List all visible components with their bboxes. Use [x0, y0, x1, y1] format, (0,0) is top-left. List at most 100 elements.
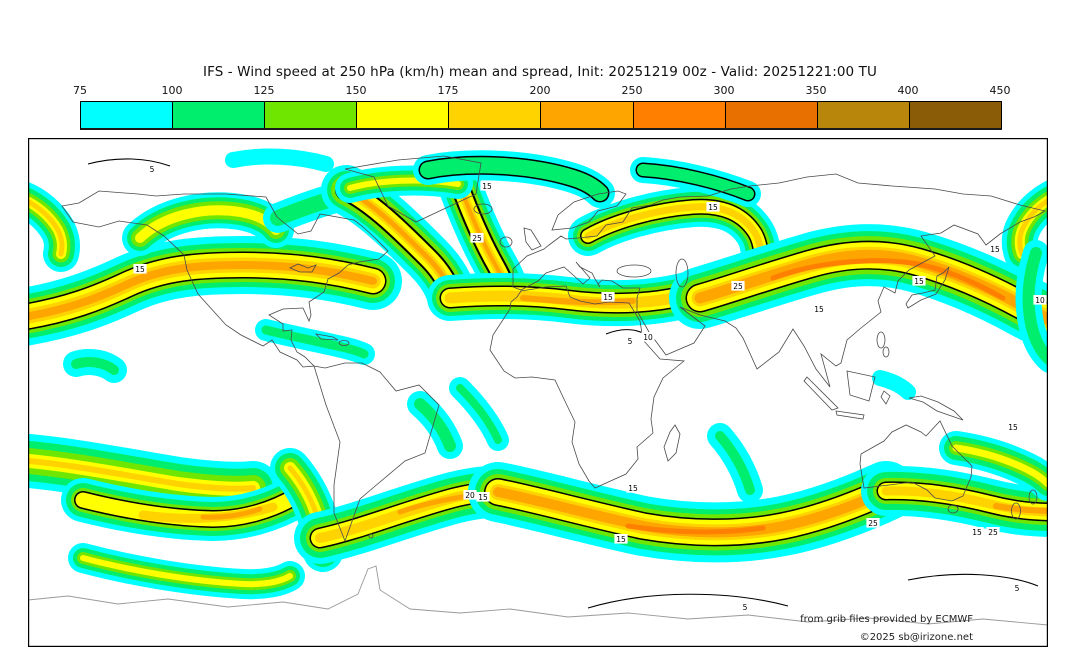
contour-label-box [1012, 583, 1022, 593]
map-container: 5 15 15 25 15 15 25 15 15 15 10 5 10 15 15 25 15 25 15 20 15… [28, 138, 1048, 647]
tropical-patch-caribbean [266, 330, 364, 354]
contour-label: 25 [472, 234, 482, 243]
contour-label: 25 [868, 519, 878, 528]
contour-label: 15 [1008, 423, 1018, 432]
contour-label: 25 [733, 282, 743, 291]
contour-label-box [986, 527, 1000, 537]
contour-label: 15 [972, 528, 982, 537]
coast-philippines-south [882, 346, 890, 358]
coast-scandinavia [551, 190, 627, 231]
coast-africa [489, 285, 686, 489]
contour-label-box [641, 332, 655, 342]
contour-label-box [740, 602, 750, 612]
credit-copyright: ©2025 sb@irizone.net [860, 632, 973, 643]
contour-label: 15 [478, 493, 488, 502]
colorbar-segment [909, 102, 1001, 128]
coast-south-america [313, 362, 440, 543]
contour-label: 15 [628, 484, 638, 493]
colorbar-ticks: 75 100 125 150 175 200 250 300 350 400 450 [73, 84, 1011, 98]
contour-label: 20 [465, 491, 475, 500]
colorbar-tick-label: 175 [437, 84, 459, 97]
contour-label-box [614, 534, 628, 544]
sh-band-south-pacific-low [83, 558, 290, 584]
coast-britain [523, 227, 542, 251]
contour-label-box [812, 304, 826, 314]
coast-new-zealand-south [1011, 502, 1021, 520]
coast-greenland [344, 155, 482, 223]
colorbar-segment [633, 102, 726, 128]
sh-jet-indian-ocean [498, 491, 886, 532]
colorbar-tick-label: 150 [345, 84, 367, 97]
colorbar-segment [81, 102, 174, 128]
coast-madagascar [663, 424, 681, 462]
contour-label: 5 [1015, 584, 1020, 593]
contour-label-box [912, 276, 926, 286]
colorbar-tick-label: 250 [621, 84, 643, 97]
contour-label-box [601, 292, 615, 302]
coast-philippines-north [876, 331, 886, 349]
contour-label: 15 [135, 265, 145, 274]
contour-label-box [970, 527, 984, 537]
contour-label-box [133, 264, 147, 274]
contour-label: 15 [616, 535, 626, 544]
colorbar-segment [817, 102, 910, 128]
contour-label: 10 [643, 333, 653, 342]
coast-cuba [314, 333, 339, 341]
tropical-patch-south-america-west [420, 404, 450, 446]
contour-label-box [470, 233, 484, 243]
contour-label-box [476, 492, 490, 502]
colorbar-tick-label: 350 [805, 84, 827, 97]
contour-label: 15 [990, 245, 1000, 254]
contour-label-box [731, 281, 745, 291]
coast-australia [859, 420, 973, 502]
contour-label: 15 [814, 305, 824, 314]
colorbar-tick-label: 100 [161, 84, 183, 97]
coastlines [28, 155, 1048, 626]
coast-hispaniola [338, 340, 350, 346]
colorbar-segment [265, 102, 358, 128]
jet-band-asia [700, 255, 1048, 322]
coast-falklands [368, 533, 374, 539]
sh-jet-south-of-australia [886, 491, 1048, 512]
colorbar-segment [173, 102, 266, 128]
colorbar-segment [449, 102, 542, 128]
coast-sumatra [803, 376, 839, 411]
colorbar-tick-label: 200 [529, 84, 551, 97]
arctic-patch-canada [233, 157, 326, 164]
contour-label: 15 [482, 182, 492, 191]
tropical-patch-east-pacific [76, 362, 114, 370]
contour-label-box [1006, 422, 1020, 432]
coast-black-sea [616, 264, 652, 278]
contour-label: 15 [914, 277, 924, 286]
contour-label: 25 [988, 528, 998, 537]
coast-new-zealand-north [1028, 489, 1038, 505]
coast-sulawesi [880, 390, 891, 405]
colorbar-tick-label: 300 [713, 84, 735, 97]
colorbar [80, 101, 1002, 130]
contour-label: 15 [708, 203, 718, 212]
tropical-patch-indonesia [880, 378, 908, 392]
colorbar-tick-label: 450 [989, 84, 1011, 97]
coast-ireland [499, 236, 513, 248]
coast-borneo [846, 370, 876, 402]
coast-eurasia [512, 173, 1047, 388]
coast-tasmania [947, 504, 959, 514]
contour-label: 10 [1035, 296, 1045, 305]
contour-label: 5 [150, 165, 155, 174]
arctic-patch-siberia [643, 170, 748, 194]
chart-title: IFS - Wind speed at 250 hPa (km/h) mean … [203, 64, 877, 80]
contour-label-box [706, 202, 720, 212]
jet-band-bering-left-edge [28, 198, 62, 254]
coast-north-america [61, 190, 389, 368]
contour-label-box [988, 244, 1002, 254]
colorbar-tick-label: 75 [73, 84, 87, 97]
coast-great-lakes [289, 263, 317, 273]
coast-japan [905, 266, 950, 309]
contour-label-box [463, 490, 477, 500]
coast-caspian-sea [675, 258, 689, 288]
colorbar-segment [357, 102, 450, 128]
coast-antarctica [28, 565, 1048, 626]
contour-label-box [866, 518, 880, 528]
